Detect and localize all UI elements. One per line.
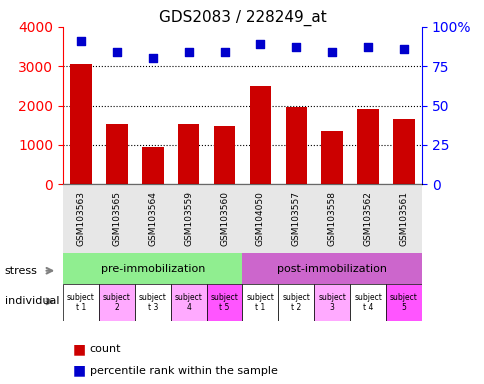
Title: GDS2083 / 228249_at: GDS2083 / 228249_at	[158, 9, 326, 25]
FancyBboxPatch shape	[63, 284, 99, 321]
Text: subject
t 1: subject t 1	[246, 293, 274, 312]
Bar	[321, 131, 342, 184]
FancyBboxPatch shape	[278, 284, 314, 321]
Text: percentile rank within the sample: percentile rank within the sample	[90, 366, 277, 376]
Bar	[63, 253, 242, 284]
Bar	[178, 124, 199, 184]
Bar	[142, 147, 163, 184]
Text: GSM103564: GSM103564	[148, 192, 157, 246]
Text: individual: individual	[5, 296, 59, 306]
Text: GSM103561: GSM103561	[399, 191, 408, 247]
FancyBboxPatch shape	[242, 284, 278, 321]
Bar	[70, 64, 91, 184]
Point	[77, 38, 85, 44]
Text: subject
2: subject 2	[103, 293, 131, 312]
Text: GSM103557: GSM103557	[291, 191, 300, 247]
Bar	[278, 184, 314, 253]
Bar	[106, 124, 127, 184]
FancyBboxPatch shape	[314, 284, 349, 321]
Point	[256, 41, 264, 47]
Bar	[135, 184, 170, 253]
Text: ■: ■	[73, 364, 86, 377]
Text: pre-immobilization: pre-immobilization	[100, 264, 205, 274]
Text: subject
t 1: subject t 1	[67, 293, 95, 312]
FancyBboxPatch shape	[135, 284, 170, 321]
Point	[113, 49, 121, 55]
Text: GSM103563: GSM103563	[76, 191, 85, 247]
FancyBboxPatch shape	[170, 284, 206, 321]
FancyBboxPatch shape	[349, 284, 385, 321]
FancyBboxPatch shape	[385, 284, 421, 321]
Text: GSM103562: GSM103562	[363, 192, 372, 246]
Text: ■: ■	[73, 343, 86, 356]
Text: subject
3: subject 3	[318, 293, 346, 312]
Text: GSM104050: GSM104050	[256, 192, 264, 246]
Bar	[285, 107, 306, 184]
Point	[292, 44, 300, 50]
Text: subject
4: subject 4	[174, 293, 202, 312]
Text: GSM103565: GSM103565	[112, 191, 121, 247]
Point	[220, 49, 228, 55]
Text: subject
t 4: subject t 4	[353, 293, 381, 312]
Text: stress: stress	[5, 266, 38, 276]
Bar	[385, 184, 421, 253]
Text: subject
t 2: subject t 2	[282, 293, 310, 312]
Bar	[249, 86, 271, 184]
Text: post-immobilization: post-immobilization	[277, 264, 386, 274]
Bar	[349, 184, 385, 253]
Bar	[63, 184, 99, 253]
Text: count: count	[90, 344, 121, 354]
Bar	[170, 184, 206, 253]
Text: subject
5: subject 5	[389, 293, 417, 312]
Bar	[242, 184, 278, 253]
Point	[184, 49, 192, 55]
Point	[363, 44, 371, 50]
Bar	[206, 184, 242, 253]
FancyBboxPatch shape	[206, 284, 242, 321]
Bar	[99, 184, 135, 253]
Text: subject
t 3: subject t 3	[138, 293, 166, 312]
Point	[399, 46, 407, 52]
Bar	[357, 109, 378, 184]
Bar	[242, 253, 421, 284]
Bar	[213, 126, 235, 184]
Text: GSM103560: GSM103560	[220, 191, 228, 247]
Point	[328, 49, 335, 55]
Text: GSM103559: GSM103559	[184, 191, 193, 247]
Bar	[314, 184, 349, 253]
Text: subject
t 5: subject t 5	[210, 293, 238, 312]
Bar	[393, 119, 414, 184]
Text: GSM103558: GSM103558	[327, 191, 336, 247]
FancyBboxPatch shape	[99, 284, 135, 321]
Point	[149, 55, 156, 61]
